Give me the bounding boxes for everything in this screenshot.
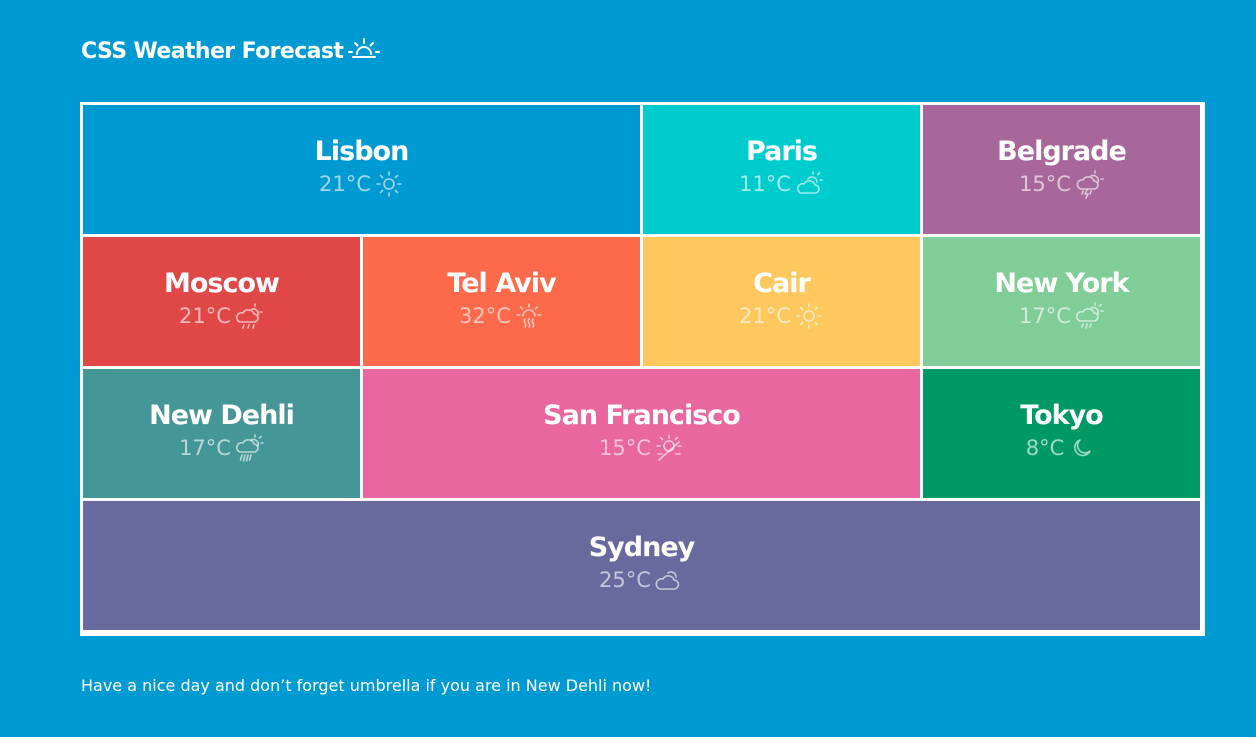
temperature-row: 15°C: [1019, 169, 1104, 199]
temperature-row: 8°C: [1026, 433, 1098, 463]
temperature-row: 21°C: [179, 301, 264, 331]
tile-paris[interactable]: Paris 11°C: [643, 105, 920, 234]
temperature: 21°C: [179, 303, 231, 328]
temperature: 15°C: [599, 435, 651, 460]
sunrise-icon: [348, 38, 381, 58]
thunderstorm-icon: [1076, 169, 1104, 199]
temperature-row: 21°C: [319, 169, 404, 199]
temperature: 21°C: [739, 303, 791, 328]
city-name: Tokyo: [1020, 399, 1103, 431]
tile-cair[interactable]: Cair 21°C: [643, 237, 920, 366]
city-name: New York: [994, 267, 1129, 299]
tile-san-francisco[interactable]: San Francisco 15°C: [363, 369, 920, 498]
city-name: Moscow: [164, 267, 280, 299]
city-name: Cair: [753, 267, 811, 299]
sun-icon: [796, 302, 822, 329]
temperature: 11°C: [739, 171, 791, 196]
tile-tokyo[interactable]: Tokyo 8°C: [923, 369, 1200, 498]
temperature-row: 32°C: [459, 301, 544, 331]
partly-cloudy-icon: [796, 170, 823, 194]
temperature-row: 25°C: [599, 565, 684, 595]
sun-cloud-rain-icon: [1075, 301, 1104, 329]
sun-icon: [376, 170, 402, 197]
cloudy-rain-icon: [235, 302, 263, 329]
tile-sydney[interactable]: Sydney 25°C: [83, 501, 1200, 630]
temperature: 32°C: [459, 303, 511, 328]
hot-sun-icon: [516, 302, 542, 328]
temperature: 15°C: [1019, 171, 1071, 196]
tile-belgrade[interactable]: Belgrade 15°C: [923, 105, 1200, 234]
footer-message: Have a nice day and don’t forget umbrell…: [81, 676, 652, 695]
temperature-row: 17°C: [1019, 301, 1104, 331]
tile-tel-aviv[interactable]: Tel Aviv 32°C: [363, 237, 640, 366]
temperature-row: 15°C: [599, 433, 684, 463]
temperature: 17°C: [179, 435, 231, 460]
fog-sun-icon: [656, 433, 682, 461]
page-title-text: CSS Weather Forecast: [81, 38, 344, 64]
forecast-grid: Lisbon 21°C Paris 11°C Belgrade: [80, 102, 1205, 636]
city-name: San Francisco: [543, 399, 741, 431]
moon-icon: [1074, 438, 1092, 456]
temperature: 17°C: [1019, 303, 1071, 328]
city-name: Belgrade: [997, 135, 1127, 167]
city-name: Tel Aviv: [447, 267, 556, 299]
temperature: 25°C: [599, 567, 651, 592]
heavy-rain-icon: [235, 433, 264, 462]
tile-lisbon[interactable]: Lisbon 21°C: [83, 105, 640, 234]
temperature: 21°C: [319, 171, 371, 196]
temperature-row: 17°C: [179, 433, 264, 463]
tile-new-dehli[interactable]: New Dehli 17°C: [83, 369, 360, 498]
city-name: Paris: [746, 135, 818, 167]
city-name: Sydney: [588, 531, 696, 563]
city-name: New Dehli: [149, 399, 295, 431]
tile-new-york[interactable]: New York 17°C: [923, 237, 1200, 366]
city-name: Lisbon: [314, 135, 410, 167]
temperature-row: 21°C: [739, 301, 824, 331]
tile-moscow[interactable]: Moscow 21°C: [83, 237, 360, 366]
temperature: 8°C: [1025, 435, 1065, 460]
page-title: CSS Weather Forecast: [81, 34, 381, 68]
temperature-row: 11°C: [739, 169, 824, 199]
cloudy-icon: [655, 570, 680, 590]
